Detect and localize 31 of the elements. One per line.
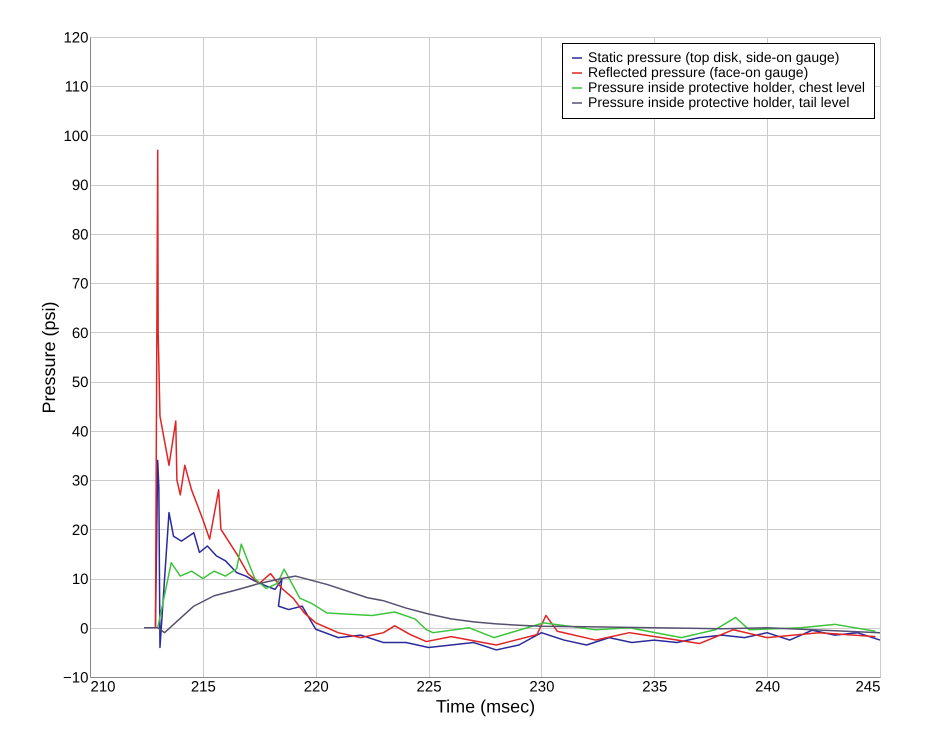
y-tick-label: 20	[72, 522, 88, 539]
legend-label: Reflected pressure (face-on gauge)	[588, 64, 808, 80]
y-tick-label: 80	[72, 226, 88, 244]
y-tick-label: 120	[63, 30, 88, 46]
legend-label: Pressure inside protective holder, tail level	[588, 94, 850, 110]
x-tick-label: 240	[755, 678, 780, 696]
y-tick-label: 90	[72, 177, 88, 194]
x-tick-label: 225	[416, 678, 442, 696]
x-tick-label: 245	[855, 678, 880, 696]
y-tick-label: 0	[80, 620, 88, 638]
line-series	[143, 575, 881, 634]
x-tick-label: 215	[190, 678, 216, 696]
y-tick-label: 100	[63, 128, 88, 145]
x-tick-label: 230	[529, 678, 554, 696]
x-tick-label: 220	[304, 678, 329, 696]
y-tick-label: 30	[72, 472, 88, 490]
legend-label: Pressure inside protective holder, chest level	[588, 79, 866, 95]
line-series	[154, 149, 876, 646]
y-axis-title: Pressure (psi)	[39, 301, 60, 414]
y-tick-label: 60	[72, 324, 88, 342]
legend-label: Static pressure (top disk, side-on gauge)	[588, 49, 840, 65]
y-tick-label: 110	[64, 78, 88, 96]
y-tick-label: 50	[72, 374, 88, 392]
y-tick-label: 70	[72, 276, 88, 293]
x-tick-label: 210	[90, 678, 116, 696]
y-tick-label: 40	[72, 423, 88, 440]
y-tick-label: 10	[72, 571, 88, 588]
x-axis-title: Time (msec)	[436, 696, 536, 716]
line-series	[156, 543, 876, 638]
y-tick-label: −10	[63, 670, 88, 686]
x-tick-label: 235	[642, 678, 668, 696]
